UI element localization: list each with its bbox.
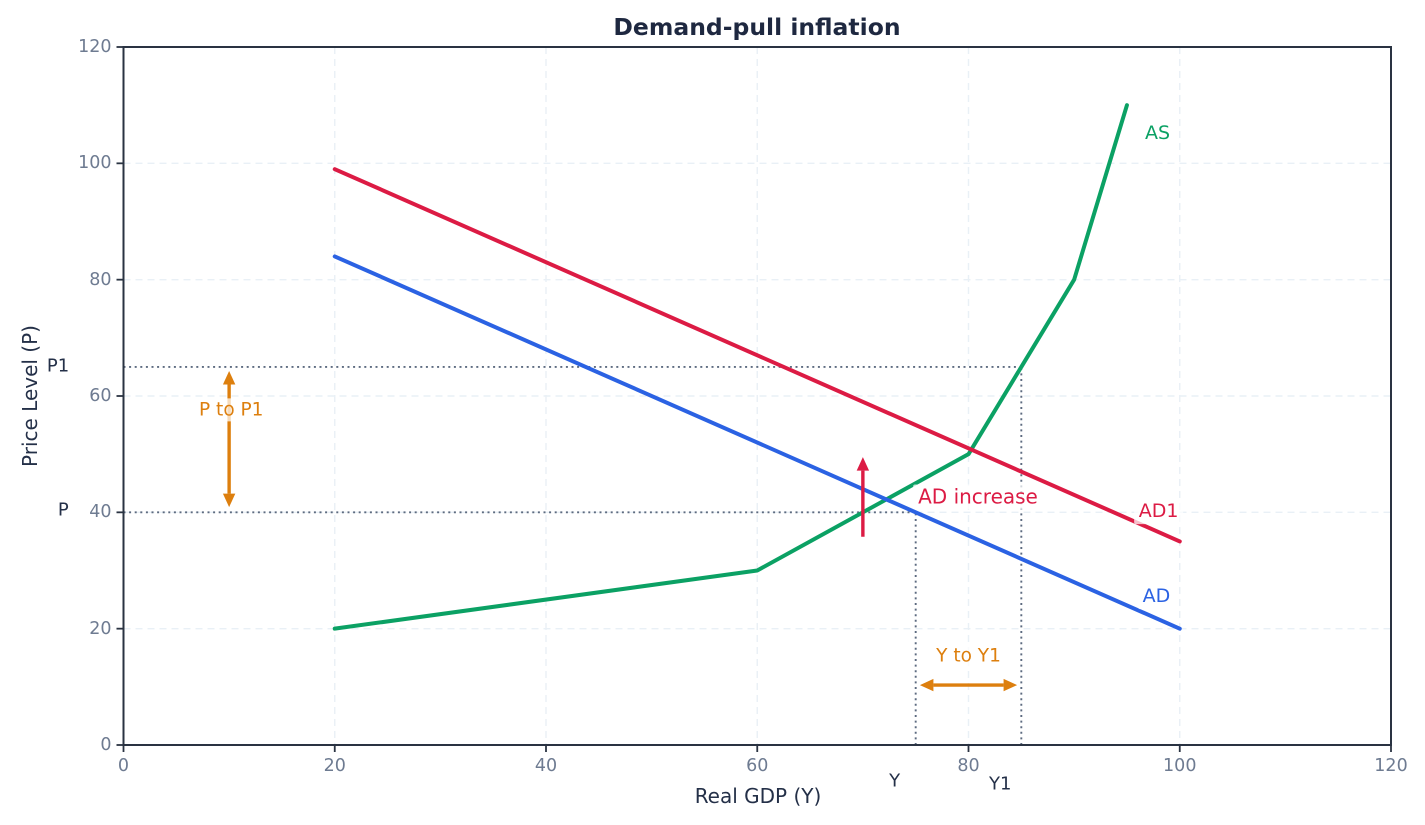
price-shift-arrow-head <box>222 493 236 508</box>
x-tick-label-80: 80 <box>957 755 980 776</box>
y-tick-label-120: 120 <box>78 36 112 57</box>
x-tick-label-0: 0 <box>117 755 130 776</box>
x-tick-label-60: 60 <box>746 755 769 776</box>
as-curve-label: AS <box>1140 122 1176 147</box>
annotation-p-to-p1: P to P1 <box>194 398 269 422</box>
x-tick-label-100: 100 <box>1163 755 1197 776</box>
y-tick-label-100: 100 <box>78 153 112 174</box>
annotation-ad-increase: AD increase <box>913 484 1043 510</box>
y-tick-label-40: 40 <box>89 502 112 523</box>
annotation-y-to-y1: Y to Y1 <box>931 644 1006 668</box>
price-shift-arrow-head <box>222 370 236 385</box>
ad-curve-label: AD <box>1137 584 1176 609</box>
y-tick-label-20: 20 <box>89 618 112 639</box>
x-tick-label-20: 20 <box>323 755 346 776</box>
output-shift-arrow-head <box>1003 678 1018 692</box>
as-curve <box>332 103 1129 631</box>
y-tick-label-0: 0 <box>100 734 112 755</box>
y-tick-label-80: 80 <box>89 269 112 290</box>
guide-label-p1: P1 <box>46 355 70 377</box>
ad-shift-arrow-head <box>856 457 870 471</box>
guide-label-y1: Y1 <box>988 773 1012 795</box>
output-shift-arrow-head <box>919 678 934 692</box>
ad1-curve <box>332 167 1182 544</box>
y-axis-title: Price Level (P) <box>18 325 42 467</box>
chart-title: Demand-pull inflation <box>613 13 901 41</box>
guide-label-y: Y <box>889 770 901 792</box>
ad-curve <box>332 254 1182 631</box>
x-axis-title: Real GDP (Y) <box>694 784 822 808</box>
ad1-curve-label: AD1 <box>1133 500 1184 525</box>
x-tick-label-120: 120 <box>1374 755 1408 776</box>
guide-label-p: P <box>57 499 69 521</box>
x-tick-label-40: 40 <box>534 755 558 776</box>
y-tick-label-60: 60 <box>89 385 112 406</box>
